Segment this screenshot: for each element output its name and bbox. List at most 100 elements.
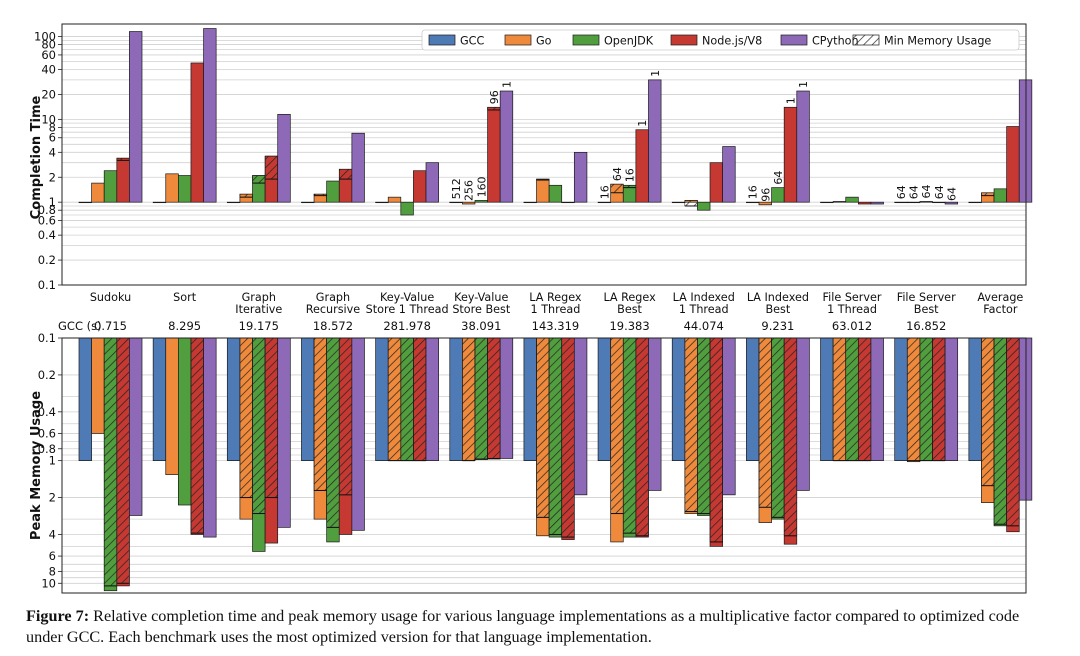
bar-gcc <box>78 337 92 461</box>
bar-gcc <box>597 201 612 204</box>
legend-swatch <box>428 34 456 46</box>
min-memory-hatch <box>684 337 698 512</box>
bar-go <box>387 196 402 203</box>
y-tick-label: 80 <box>41 38 56 52</box>
category-label: LA Indexed <box>747 291 809 304</box>
bar-go <box>91 182 105 203</box>
bar-gcc <box>671 201 686 204</box>
y-tick-label: 0.4 <box>38 228 56 242</box>
min-memory-hatch <box>709 337 723 543</box>
bar-cpython <box>499 337 514 459</box>
gcc-row-label: GCC (s) <box>58 319 102 333</box>
bar-value-label: 64 <box>908 185 921 199</box>
bar-cpython <box>648 337 662 491</box>
bar-value-label: 64 <box>945 187 958 201</box>
gcc-seconds-value: 19.175 <box>239 319 279 333</box>
bar-node-js-v8 <box>413 170 427 203</box>
bar-cpython <box>203 337 217 538</box>
min-memory-hatch <box>252 175 266 184</box>
min-memory-hatch <box>264 337 278 498</box>
bar-gcc <box>894 337 908 461</box>
bar-openjdk <box>326 180 340 203</box>
y-tick-label: 0.6 <box>38 426 56 440</box>
min-memory-hatch <box>462 337 476 461</box>
category-label: LA Regex <box>603 291 656 304</box>
min-memory-hatch <box>610 337 624 514</box>
min-memory-hatch <box>400 337 414 461</box>
legend-swatch <box>780 34 808 46</box>
category-label: Factor <box>983 303 1018 316</box>
y-tick-label: 2 <box>49 491 56 505</box>
y-tick-label: 0.2 <box>38 253 56 267</box>
bar-value-label: 1 <box>500 81 513 88</box>
y-tick-label: 4 <box>49 527 56 541</box>
bar-gcc <box>597 337 612 461</box>
min-memory-hatch <box>339 168 353 180</box>
bar-value-label: 64 <box>772 171 785 185</box>
bar-node-js-v8 <box>116 157 130 203</box>
bar-go <box>758 201 772 206</box>
y-tick-label: 8 <box>49 564 56 578</box>
bar-cpython <box>722 146 736 203</box>
bar-gcc <box>746 201 760 204</box>
bar-value-label: 64 <box>611 167 624 181</box>
legend-swatch <box>572 34 600 46</box>
y-tick-label: 0.8 <box>38 442 56 456</box>
bar-value-label: 16 <box>747 185 760 199</box>
category-label: 1 Thread <box>531 303 581 316</box>
category-label: Average <box>977 291 1023 304</box>
bar-node-js-v8 <box>709 162 723 203</box>
category-label: File Server <box>897 291 956 304</box>
gcc-seconds-value: 16.852 <box>906 319 946 333</box>
bar-gcc <box>968 201 982 204</box>
min-memory-hatch <box>771 337 785 518</box>
y-axis-label: Completion Time <box>29 95 44 219</box>
bar-value-label: 1 <box>784 97 797 104</box>
legend-label: Min Memory Usage <box>884 35 991 48</box>
bar-openjdk <box>178 337 192 506</box>
category-labels: Sudoku Sort GraphIterativeGraphRecursiveKe… <box>90 291 1024 316</box>
bar-cpython <box>203 28 217 203</box>
min-memory-hatch <box>264 155 278 180</box>
bar-value-label: 1 <box>636 120 649 127</box>
bar-value-label: 16 <box>624 168 637 182</box>
legend-label: Go <box>536 35 552 48</box>
min-memory-hatch <box>932 337 946 461</box>
gcc-seconds-value: 19.383 <box>609 319 649 333</box>
min-memory-hatch <box>339 337 353 496</box>
bar-cpython <box>573 337 588 496</box>
category-label: Best <box>765 303 790 316</box>
min-memory-hatch <box>252 337 266 514</box>
bar-gcc <box>449 201 463 204</box>
bar-openjdk <box>697 201 711 211</box>
bar-openjdk <box>178 175 192 203</box>
bar-node-js-v8 <box>1006 126 1020 203</box>
y-tick-label: 4 <box>49 145 56 159</box>
bar-node-js-v8 <box>783 106 798 203</box>
legend-swatch <box>670 34 698 46</box>
bar-node-js-v8 <box>561 201 575 204</box>
gcc-seconds-value: 63.012 <box>832 319 872 333</box>
bar-gcc <box>301 201 315 204</box>
y-tick-label: 100 <box>34 30 56 44</box>
bar-openjdk <box>771 187 785 203</box>
category-label: Graph <box>242 291 276 304</box>
bar-cpython <box>425 337 439 461</box>
bar-gcc <box>820 201 834 204</box>
bar-value-label: 64 <box>920 184 933 198</box>
bar-gcc <box>820 337 834 461</box>
bar-gcc <box>523 201 537 204</box>
y-tick-label: 10 <box>41 576 56 590</box>
min-memory-hatch <box>919 337 933 461</box>
bar-cpython <box>425 162 439 203</box>
bar-cpython <box>129 31 143 203</box>
bar-node-js-v8 <box>932 201 946 204</box>
y-tick-label: 6 <box>49 549 56 563</box>
bar-cpython <box>870 337 884 461</box>
y-tick-label: 0.2 <box>38 368 56 382</box>
min-memory-hatch <box>561 337 575 538</box>
bar-gcc <box>968 337 982 461</box>
legend-swatch <box>852 34 880 46</box>
bar-value-label: 16 <box>598 185 611 199</box>
